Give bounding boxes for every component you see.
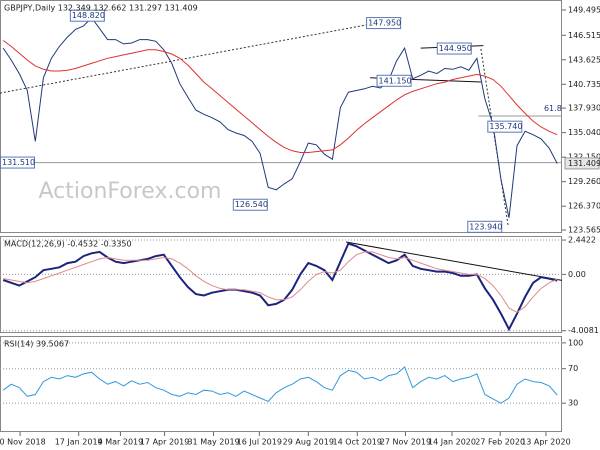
annotation-box [487, 120, 523, 133]
x-tick-label: 30 Nov 2018 [0, 438, 46, 447]
annotation-label: 148.820 [72, 11, 105, 20]
annotation-label: 135.740 [489, 122, 522, 131]
x-tick-label: 14 Oct 2019 [333, 438, 382, 447]
series-line [3, 251, 558, 313]
x-tick-label: 27 Nov 2019 [380, 438, 431, 447]
annotation-box [366, 17, 402, 30]
y-tick-label: 143.625 [568, 55, 600, 64]
watermark: ActionForex.com [39, 179, 222, 204]
annotation-box [0, 156, 35, 169]
y-tick-label: -4.0081 [568, 326, 599, 335]
y-tick-label: 123.565 [568, 225, 600, 234]
series-line [2, 16, 558, 218]
y-tick-label: 70 [568, 364, 578, 373]
y-tick-label: 2.4422 [568, 236, 596, 245]
trendline [345, 241, 563, 281]
x-tick-label: 27 Feb 2020 [475, 438, 525, 447]
x-tick-label: 17 Apr 2019 [140, 438, 189, 447]
panel-title: RSI(14) 39.5067 [4, 340, 69, 349]
last-value-box [564, 157, 600, 170]
annotation-box [467, 220, 503, 233]
y-tick-label: 129.260 [568, 177, 600, 186]
x-tick-label: 13 Apr 2020 [521, 438, 570, 447]
x-tick-label: 31 May 2019 [187, 438, 239, 447]
annotation-label: 126.540 [235, 200, 268, 209]
y-tick-label: 137.930 [568, 104, 600, 113]
annotation-label: 141.150 [379, 76, 412, 85]
annotation-label: 61.8 [544, 104, 562, 113]
panel-frame [0, 0, 562, 233]
annotation-label: 131.510 [2, 158, 35, 167]
x-tick-label: 29 Aug 2019 [283, 438, 334, 447]
x-tick-label: 14 Jan 2020 [428, 438, 476, 447]
y-tick-label: 100 [568, 338, 583, 347]
y-tick-label: 132.150 [568, 153, 600, 162]
annotation-label: 147.950 [368, 19, 401, 28]
annotation-box [436, 42, 472, 55]
panel-frame [0, 336, 562, 432]
y-tick-label: 126.370 [568, 202, 600, 211]
y-tick-label: 135.040 [568, 128, 600, 137]
x-tick-label: 16 Jul 2019 [237, 438, 282, 447]
series-line [2, 40, 558, 153]
annotation-box [69, 9, 105, 22]
trendline [0, 17, 402, 94]
series-line [2, 366, 558, 404]
panel-title: GBPJPY,Daily 132.349 132.662 131.297 131… [4, 4, 198, 13]
last-value-label: 131.409 [568, 159, 600, 168]
x-tick-label: 17 Jan 2019 [55, 438, 103, 447]
y-tick-label: 146.515 [568, 31, 600, 40]
y-tick-label: 140.735 [568, 80, 600, 89]
annotation-label: 144.950 [439, 44, 472, 53]
series-line [2, 242, 558, 332]
x-tick-label: 4 Mar 2019 [98, 438, 144, 447]
y-tick-label: 149.495 [568, 5, 600, 14]
y-tick-label: 0.00 [568, 270, 586, 279]
y-tick-label: 30 [568, 399, 578, 408]
annotation-box [376, 74, 412, 87]
panel-frame [0, 236, 562, 333]
annotation-box [232, 198, 268, 211]
panel-title: MACD(12,26,9) -0.4532 -0.3350 [4, 240, 132, 249]
annotation-label: 123.940 [469, 222, 502, 231]
